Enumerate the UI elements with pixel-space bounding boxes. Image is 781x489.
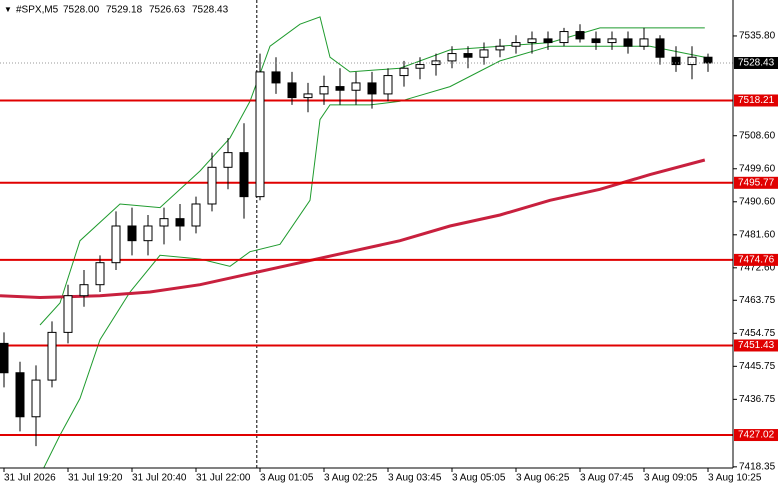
candle-body [0, 342, 9, 374]
level-label: 7518.21 [738, 95, 775, 106]
candle-body [687, 56, 697, 66]
candle-body [287, 82, 297, 99]
candle-body [383, 75, 393, 95]
candle-body [31, 379, 41, 418]
candle-body [607, 38, 617, 44]
x-tick-label: 31 Jul 2026 [4, 473, 56, 484]
x-tick-label: 3 Aug 02:25 [324, 473, 378, 484]
candle-body [79, 284, 89, 297]
candle-body [127, 225, 137, 242]
level-label: 7427.02 [738, 430, 775, 441]
candle-body [559, 31, 569, 44]
candle-body [703, 56, 713, 64]
candle-body [303, 93, 313, 99]
x-tick-label: 31 Jul 20:40 [132, 473, 187, 484]
candle-body [15, 372, 25, 418]
ohlc-close: 7528.43 [192, 5, 229, 16]
indicator-line [43, 45, 705, 468]
current-price-box [734, 56, 778, 69]
y-tick-label: 7472.60 [739, 262, 776, 273]
x-tick-label: 3 Aug 01:05 [260, 473, 314, 484]
y-tick-label: 7499.60 [739, 163, 776, 174]
level-label: 7495.77 [738, 177, 775, 188]
level-label: 7474.76 [738, 255, 775, 266]
candle-body [511, 42, 521, 47]
candle-body [159, 218, 169, 227]
candle-body [47, 331, 57, 381]
candle-body [543, 38, 553, 44]
y-tick-label: 7490.60 [739, 196, 776, 207]
indicator-line [39, 16, 705, 326]
ohlc-open: 7528.00 [63, 5, 100, 16]
y-tick-label: 7481.60 [739, 229, 776, 240]
candle-body [527, 38, 537, 44]
indicator-line [0, 158, 706, 300]
candle-body [95, 262, 105, 286]
x-tick-label: 31 Jul 19:20 [68, 473, 123, 484]
x-tick-label: 3 Aug 06:25 [516, 473, 570, 484]
candle-body [143, 225, 153, 242]
x-tick-label: 3 Aug 10:25 [708, 473, 762, 484]
symbol: #SPX,M5 [16, 5, 59, 16]
x-tick-label: 3 Aug 03:45 [388, 473, 442, 484]
level-label-box [734, 94, 778, 107]
candle-body [447, 53, 457, 62]
candle-body [191, 203, 201, 227]
candle-body [415, 64, 425, 69]
ohlc-high: 7529.18 [106, 5, 143, 16]
candle-body [495, 45, 505, 51]
candle-body [575, 31, 585, 40]
candle-body [639, 38, 649, 47]
candle-body [255, 71, 265, 198]
level-label-box [734, 339, 778, 352]
x-tick-label: 3 Aug 09:05 [644, 473, 698, 484]
plot-area [0, 0, 733, 468]
candle-body [351, 82, 361, 91]
candle-body [271, 71, 281, 84]
candle-body [207, 166, 217, 205]
candle-body [175, 218, 185, 227]
candle-body [655, 38, 665, 58]
candle-body [319, 86, 329, 95]
y-tick-label: 7445.75 [739, 361, 776, 372]
candle-body [399, 67, 409, 77]
x-tick-label: 3 Aug 05:05 [452, 473, 506, 484]
candle-body [671, 56, 681, 66]
x-tick-label: 3 Aug 07:45 [580, 473, 634, 484]
candle-body [239, 152, 249, 198]
candle-body [63, 295, 73, 333]
y-tick-label: 7463.75 [739, 295, 776, 306]
y-tick-label: 7436.75 [739, 394, 776, 405]
y-tick-label: 7418.35 [739, 461, 776, 472]
level-label-box [734, 176, 778, 189]
candle-body [591, 38, 601, 44]
candle-body [223, 152, 233, 168]
candle-body [335, 86, 345, 91]
candle-body [367, 82, 377, 95]
x-tick-label: 31 Jul 22:00 [196, 473, 251, 484]
candle-body [111, 225, 121, 264]
level-label-box [734, 429, 778, 442]
candle-body [479, 49, 489, 58]
candle-body [623, 38, 633, 47]
level-label-box [734, 253, 778, 266]
collapse-arrow[interactable]: ▼ [4, 5, 12, 14]
level-label: 7451.43 [738, 340, 775, 351]
y-tick-label: 7454.75 [739, 328, 776, 339]
candle-body [463, 53, 473, 58]
ohlc-low: 7526.63 [149, 5, 186, 16]
y-tick-label: 7508.60 [739, 130, 776, 141]
y-tick-label: 7535.80 [739, 31, 776, 42]
current-price-label: 7528.43 [738, 58, 775, 69]
